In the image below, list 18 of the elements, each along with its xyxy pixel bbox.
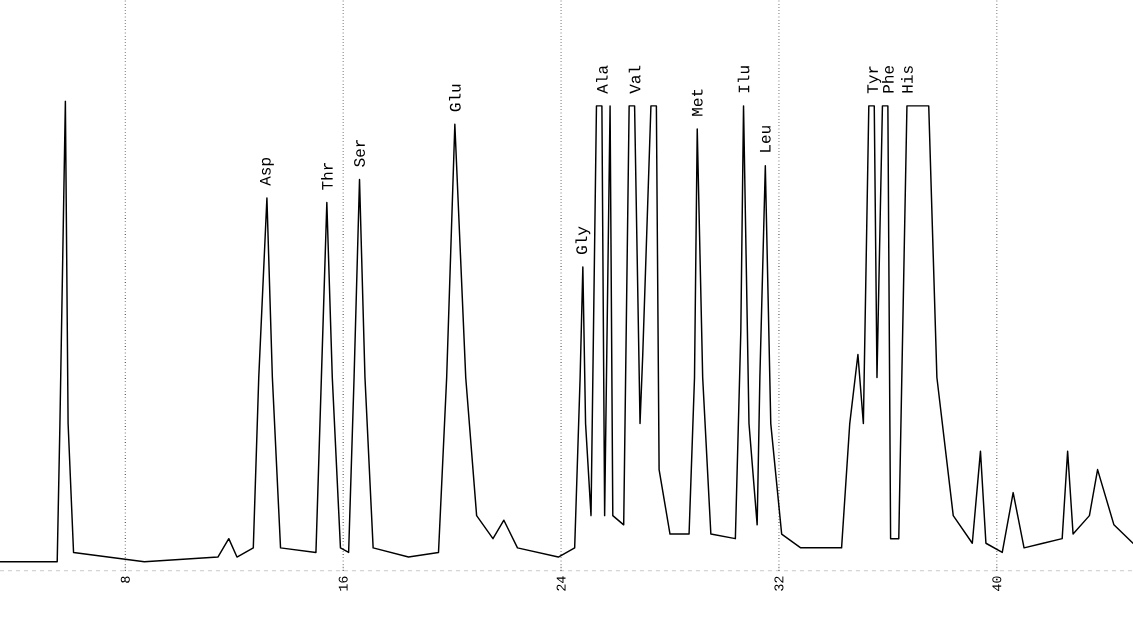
annotation: Leu (759, 126, 771, 152)
x-tick-label: 8 (120, 576, 130, 583)
x-tick-label: 16 (338, 576, 348, 591)
x-tick-label: 32 (774, 576, 784, 591)
x-tick-label: 40 (992, 576, 1002, 591)
annotation: Ala (596, 65, 608, 94)
annotation: Tyr (867, 66, 882, 94)
annotation: Asp (259, 158, 274, 186)
annotation: Thr (321, 163, 333, 190)
annotation: Ilu (737, 66, 750, 93)
annotation: Gly (575, 226, 591, 255)
annotation: His (901, 66, 913, 93)
annotation: Val (628, 65, 641, 94)
annotation: Glu (448, 84, 461, 112)
annotation: Met (691, 89, 703, 116)
x-tick-label: 24 (556, 576, 566, 591)
annotation: Ser (354, 140, 365, 167)
annotation: Phe (882, 66, 894, 93)
